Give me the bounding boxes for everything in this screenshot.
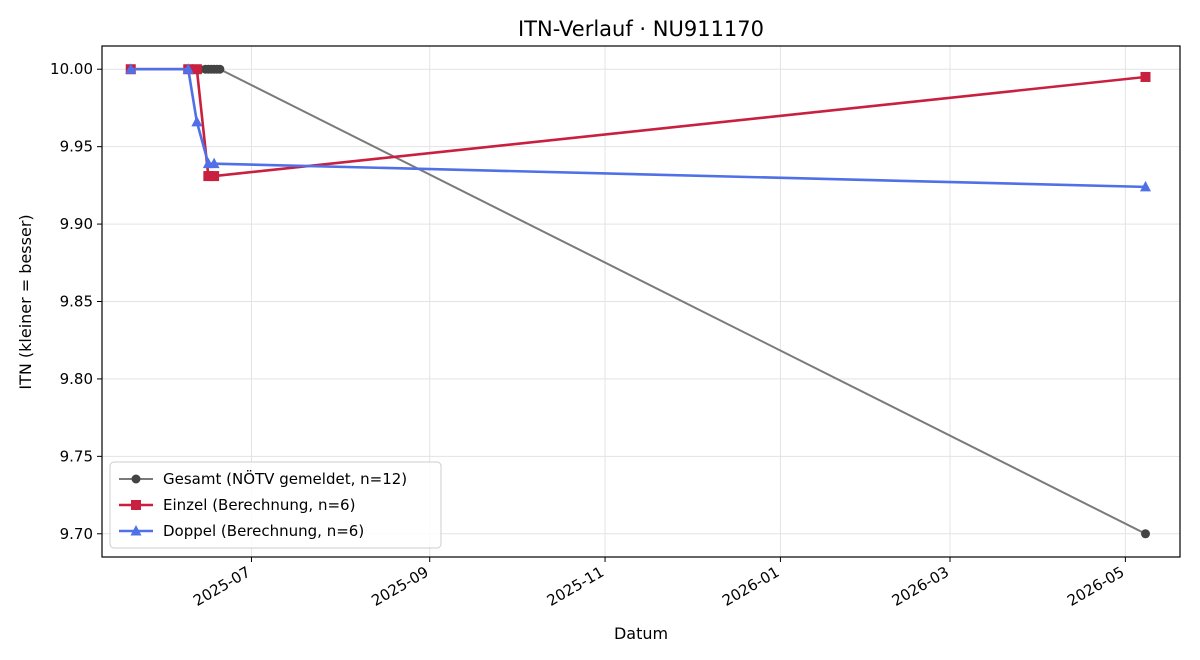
data-point <box>1141 529 1151 539</box>
legend: Gesamt (NÖTV gemeldet, n=12) Einzel (Bere… <box>109 461 442 549</box>
legend-marker <box>131 500 141 510</box>
grid-lines <box>102 46 1180 557</box>
y-tick-label: 10.00 <box>50 60 93 78</box>
y-tick-label: 9.85 <box>60 293 93 311</box>
legend-entry: Doppel (Berechnung, n=6) <box>119 522 364 540</box>
data-point <box>191 64 202 75</box>
legend-entry: Einzel (Berechnung, n=6) <box>119 496 355 514</box>
data-point <box>203 171 214 182</box>
data-point <box>1140 180 1152 192</box>
legend-label: Doppel (Berechnung, n=6) <box>163 522 364 540</box>
legend-marker <box>131 474 141 484</box>
x-axis-title: Datum <box>614 624 668 643</box>
legend-label: Gesamt (NÖTV gemeldet, n=12) <box>163 469 407 488</box>
legend-entry: Gesamt (NÖTV gemeldet, n=12) <box>119 469 407 488</box>
y-tick-label: 9.70 <box>60 525 93 543</box>
series-layer <box>125 63 1152 539</box>
y-tick-label: 9.80 <box>60 370 93 388</box>
data-point <box>215 64 225 74</box>
legend-marker <box>130 525 142 536</box>
data-point <box>191 115 203 127</box>
y-axis-title: ITN (kleiner = besser) <box>16 214 35 389</box>
chart-title: ITN-Verlauf · NU911170 <box>518 17 764 41</box>
y-tick-label: 9.75 <box>60 447 93 465</box>
data-point <box>182 63 194 74</box>
data-point <box>125 63 137 74</box>
data-point <box>1140 71 1151 82</box>
series-line <box>130 67 1146 189</box>
data-point <box>208 157 220 169</box>
y-tick-label: 9.95 <box>60 138 93 156</box>
series-3 <box>125 63 1152 192</box>
legend-label: Einzel (Berechnung, n=6) <box>163 496 355 514</box>
y-tick-label: 9.90 <box>60 215 93 233</box>
data-point <box>209 171 220 182</box>
legend-box <box>109 461 442 549</box>
